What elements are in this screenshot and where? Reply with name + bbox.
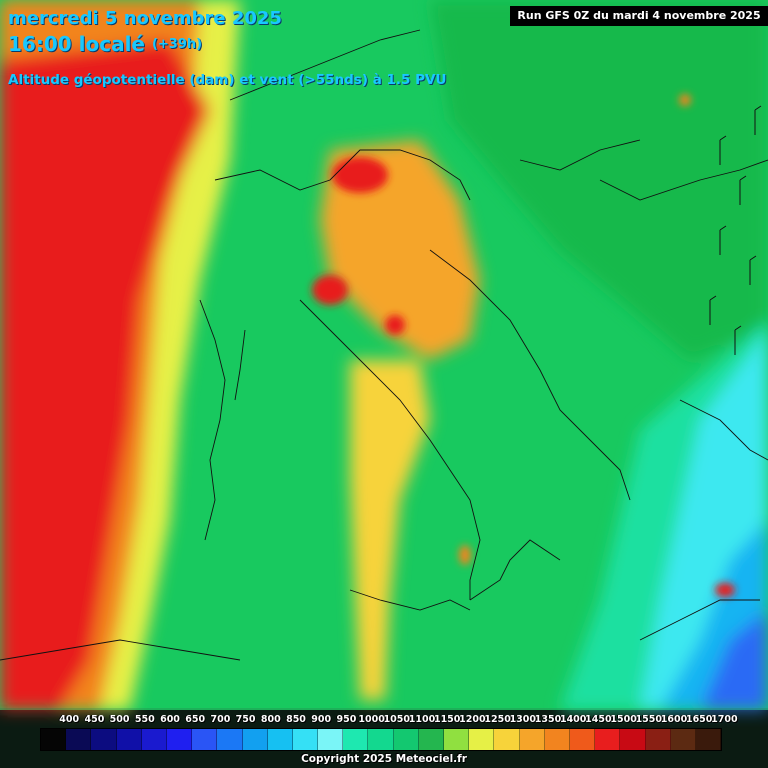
field-red-west [0,40,210,710]
legend-tick: 750 [235,714,256,725]
legend-tick: 1150 [433,714,461,725]
map-subtitle: Altitude géopotentielle (dam) et vent (>… [8,72,447,88]
legend-tick: 500 [109,714,130,725]
field-orange-italy [320,140,480,360]
legend-panel: 400 450 500 550 600 650 700 750 800 850 900 950 1000… [0,708,768,768]
scale-cell [192,729,218,750]
legend-tick: 1400 [559,714,587,725]
forecast-lead-time: (+39h) [151,37,203,52]
scale-cell [544,729,570,750]
scale-cell [343,729,369,750]
scale-cell [569,729,596,750]
scale-cell [217,729,243,750]
scale-cell [242,729,268,750]
scale-cell [418,729,444,750]
scale-cell [368,729,394,750]
scale-cell [620,729,646,750]
legend-tick: 1500 [610,714,637,725]
scale-cell [645,729,671,750]
scale-cell [519,729,545,750]
scale-cell [670,729,696,750]
legend-tick: 1700 [711,714,738,725]
forecast-local-time: 16:00 localé [8,32,145,56]
scale-cell [444,729,470,750]
legend-tick: 450 [84,714,105,725]
scale-cell [292,729,319,750]
field-yellow-band [350,360,430,700]
field-red-alps [332,157,388,193]
wind-barbs [709,105,762,355]
model-run-label: Run GFS 0Z du mardi 4 novembre 2025 [510,6,768,26]
legend-tick: 1300 [509,714,537,725]
field-red-aegean [715,583,735,597]
scale-cell [695,729,722,750]
legend-tick: 1550 [635,714,663,725]
forecast-time: 16:00 localé (+39h) [8,32,202,56]
legend-tick: 800 [260,714,281,725]
legend-tick: 550 [134,714,155,725]
legend-tick: 650 [185,714,206,725]
legend-tick: 850 [286,714,306,725]
scale-cell [318,729,344,750]
scale-cell [393,729,419,750]
legend-tick: 1450 [585,714,612,725]
legend-tick: 1350 [534,714,562,725]
copyright-text: Copyright 2025 Meteociel.fr [301,753,467,765]
legend-tick: 1650 [685,714,713,725]
scale-cell [595,729,621,750]
legend-tick: 1250 [484,714,511,725]
legend-tick: 1000 [358,714,385,725]
field-green-dark [430,0,768,360]
forecast-date: mercredi 5 novembre 2025 [8,8,282,29]
legend-tick: 400 [59,714,80,725]
scale-cell [166,729,193,750]
field-yellow-fleck-2 [679,94,691,106]
coastlines [0,29,768,661]
scale-cell [41,729,67,750]
legend-tick: 1100 [408,714,436,725]
scale-cell [91,729,117,750]
legend-tick: 700 [210,714,231,725]
scale-cell [116,729,142,750]
legend-tick: 600 [160,714,180,725]
scale-cell [267,729,293,750]
legend-tick: 1050 [383,714,411,725]
legend-tick: 1600 [660,714,688,725]
field-red-tuscany [312,275,348,305]
scale-cell [66,729,92,750]
color-scale [40,728,723,751]
field-yellow-fleck [459,545,471,565]
legend-tick: 1200 [459,714,486,725]
legend-tick: 900 [311,714,332,725]
scale-cell [494,729,520,750]
field-red-umbria [385,315,405,335]
scale-cell [141,729,167,750]
field-blue [700,610,768,710]
legend-tick: 950 [336,714,357,725]
scale-cell [469,729,495,750]
